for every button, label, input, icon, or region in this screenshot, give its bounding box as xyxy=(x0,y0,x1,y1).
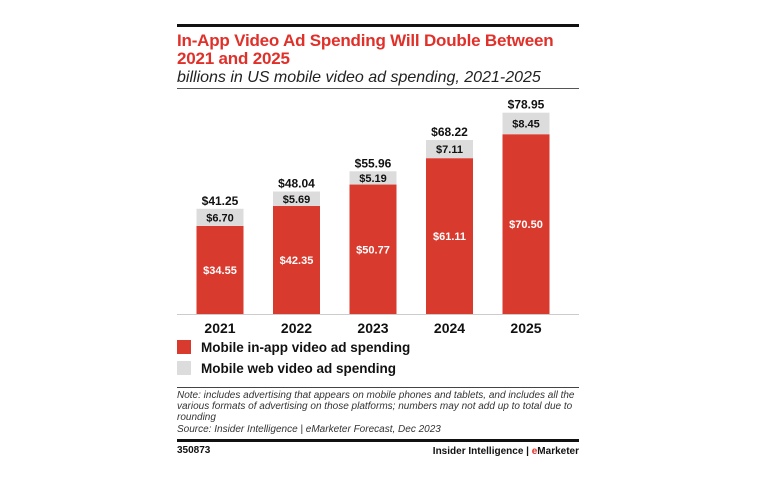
bar-in-app-2024 xyxy=(426,158,473,314)
label-web-2021: $6.70 xyxy=(206,212,234,224)
bar-chart: $34.55 $6.70 $41.25 $42.35 $5.69 $48.04 $50.77… xyxy=(177,98,579,335)
label-web-2025: $8.45 xyxy=(512,118,540,130)
bars-group: $34.55 $6.70 $41.25 $42.35 $5.69 $48.04 $50.77… xyxy=(196,98,550,314)
bottom-rule xyxy=(177,439,579,442)
legend-swatch-web xyxy=(177,361,191,375)
chart-card: In-App Video Ad Spending Will Double Bet… xyxy=(177,0,579,482)
footnote: Note: includes advertising that appears … xyxy=(177,390,579,435)
label-in-app-2023: $50.77 xyxy=(356,244,390,256)
source-text: Source: Insider Intelligence | eMarketer… xyxy=(177,423,441,435)
label-total-2022: $48.04 xyxy=(278,176,315,190)
chart-subtitle: billions in US mobile video ad spending,… xyxy=(177,69,541,86)
bar-in-app-2023 xyxy=(349,184,397,314)
label-in-app-2021: $34.55 xyxy=(203,265,237,277)
label-in-app-2024: $61.11 xyxy=(433,231,466,243)
bar-in-app-2022 xyxy=(273,206,320,314)
legend-label-web: Mobile web video ad spending xyxy=(201,360,397,376)
bar-web-2022 xyxy=(273,191,320,207)
label-total-2023: $55.96 xyxy=(355,156,392,170)
label-web-2024: $7.11 xyxy=(436,144,463,156)
brand-logo: Insider Intelligence | eMarketer xyxy=(433,446,579,457)
label-total-2021: $41.25 xyxy=(202,194,239,208)
bar-web-2024 xyxy=(426,140,473,159)
brand-prefix: Insider Intelligence | xyxy=(432,446,532,457)
chart-title: In-App Video Ad Spending Will Double Bet… xyxy=(177,31,554,68)
legend-item-in-app: Mobile in-app video ad spending xyxy=(177,338,410,356)
bar-web-2021 xyxy=(196,208,244,226)
bar-web-2023 xyxy=(349,171,397,185)
brand-suffix: Marketer xyxy=(537,446,579,457)
legend-swatch-in-app xyxy=(177,340,191,354)
label-in-app-2022: $42.35 xyxy=(280,255,314,267)
top-rule xyxy=(177,24,579,27)
label-total-2025: $78.95 xyxy=(508,98,545,112)
subtitle-rule xyxy=(177,88,579,89)
label-web-2022: $5.69 xyxy=(283,194,311,206)
chart-id: 350873 xyxy=(177,445,211,456)
legend-item-web: Mobile web video ad spending xyxy=(177,359,396,377)
brand-e: e xyxy=(531,446,538,457)
note-rule xyxy=(177,387,579,388)
label-web-2023: $5.19 xyxy=(359,173,387,185)
label-in-app-2025: $70.50 xyxy=(509,219,543,231)
bar-in-app-2021 xyxy=(196,225,244,314)
x-tick-2021: 2021 xyxy=(204,320,235,335)
legend-label-in-app: Mobile in-app video ad spending xyxy=(201,339,411,355)
x-tick-2024: 2024 xyxy=(434,320,465,335)
note-text: Note: includes advertising that appears … xyxy=(177,390,575,424)
bar-in-app-2025 xyxy=(502,134,550,314)
x-tick-labels: 2021 2022 2023 2024 2025 xyxy=(204,320,541,335)
x-tick-2022: 2022 xyxy=(281,320,312,335)
x-tick-2023: 2023 xyxy=(357,320,388,335)
label-total-2024: $68.22 xyxy=(431,125,468,139)
bar-web-2025 xyxy=(502,112,550,135)
x-tick-2025: 2025 xyxy=(510,320,541,335)
